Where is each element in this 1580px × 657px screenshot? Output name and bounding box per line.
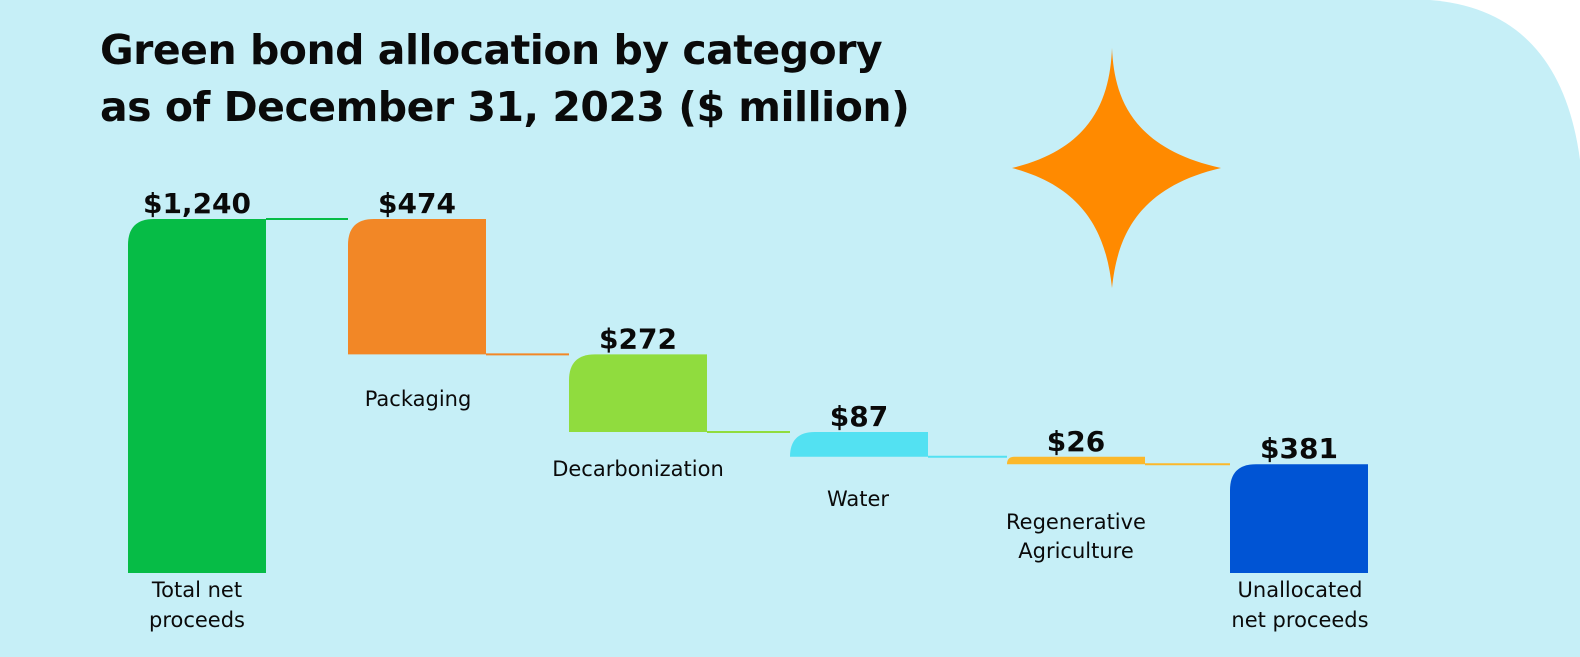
value-label: $474 <box>378 187 456 220</box>
value-labels: $1,240 $474 $272 $87 $26 $381 <box>143 187 1338 465</box>
category-label: proceeds <box>149 608 245 632</box>
value-label: $26 <box>1047 425 1105 458</box>
category-label: net proceeds <box>1231 608 1368 632</box>
title-line-1: Green bond allocation by category <box>100 26 883 74</box>
category-label: Unallocated <box>1238 578 1363 602</box>
bar-unallocated-net-proceeds <box>1230 464 1368 573</box>
sparkle-star-icon <box>1012 48 1221 288</box>
bar-regenerative-agriculture <box>1007 456 1145 465</box>
category-label: Total net <box>151 578 242 602</box>
bars <box>128 219 1368 573</box>
value-label: $87 <box>830 400 888 433</box>
title-line-2: as of December 31, 2023 ($ million) <box>100 83 910 131</box>
value-label: $1,240 <box>143 187 251 220</box>
value-label: $272 <box>599 322 677 355</box>
connector-lines <box>266 218 1230 466</box>
category-label: Decarbonization <box>552 457 724 481</box>
bar-total-net-proceeds <box>128 219 266 573</box>
bar-packaging <box>348 219 486 355</box>
category-label: Packaging <box>365 387 472 411</box>
category-label: Agriculture <box>1018 539 1134 563</box>
category-labels: Total net proceeds Packaging Decarbonizatio… <box>149 387 1369 632</box>
value-label: $381 <box>1260 432 1338 465</box>
bar-water <box>790 431 928 457</box>
category-label: Water <box>827 487 889 511</box>
category-label: Regenerative <box>1006 510 1146 534</box>
bar-decarbonization <box>569 354 707 432</box>
chart-title: Green bond allocation by category as of … <box>100 22 1080 136</box>
